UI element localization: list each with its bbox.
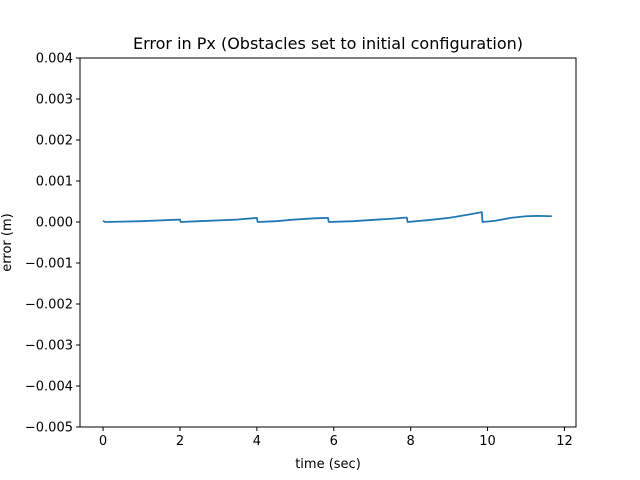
chart-title: Error in Px (Obstacles set to initial co… — [133, 34, 523, 53]
y-tick-label: 0.001 — [36, 175, 73, 190]
x-tick-label: 10 — [479, 434, 496, 449]
x-tick-label: 8 — [407, 434, 415, 449]
series-line — [102, 211, 552, 223]
y-tick-label: 0.004 — [36, 52, 73, 67]
y-tick-label: −0.001 — [25, 257, 73, 272]
y-tick-label: −0.002 — [25, 298, 73, 313]
x-tick-label: 4 — [253, 434, 261, 449]
y-tick-label: −0.005 — [25, 421, 73, 436]
x-axis-label: time (sec) — [295, 457, 361, 472]
y-tick-label: 0.003 — [36, 93, 73, 108]
x-tick-label: 6 — [330, 434, 338, 449]
y-tick-label: 0.002 — [36, 134, 73, 149]
x-axis: 0 2 4 6 8 10 12 — [99, 427, 573, 449]
y-tick-label: −0.003 — [25, 339, 73, 354]
y-axis: 0.004 0.003 0.002 0.001 0.000 −0.001 −0.002 −0.… — [25, 52, 80, 436]
plot-area-frame — [79, 57, 577, 428]
y-tick-label: −0.004 — [25, 380, 73, 395]
y-axis-label: error (m) — [0, 213, 15, 271]
y-tick-label: 0.000 — [36, 216, 73, 231]
x-tick-label: 0 — [99, 434, 107, 449]
plot-lines — [102, 211, 552, 223]
x-tick-label: 2 — [176, 434, 184, 449]
x-tick-label: 12 — [556, 434, 573, 449]
